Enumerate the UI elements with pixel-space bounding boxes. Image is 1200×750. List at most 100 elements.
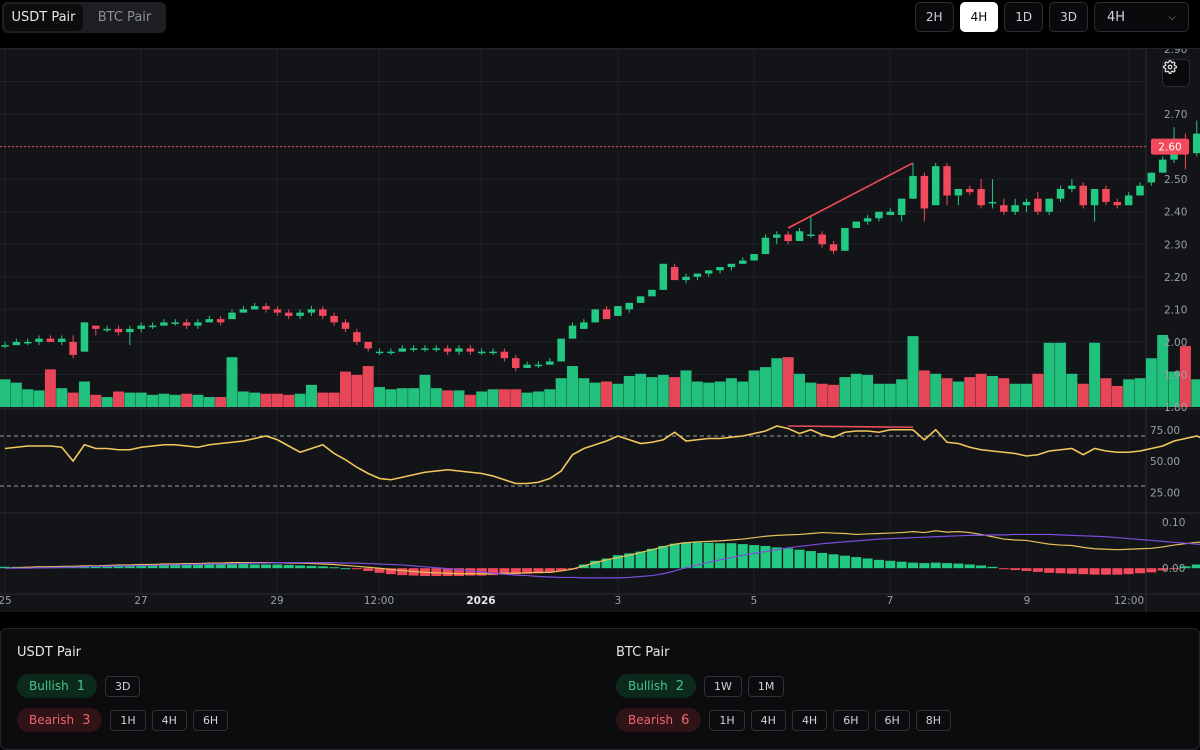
tab-btc-pair[interactable]: BTC Pair xyxy=(97,10,152,25)
macd-histogram-bar xyxy=(181,564,192,569)
macd-histogram-bar xyxy=(499,568,510,575)
macd-histogram-bar xyxy=(124,564,135,569)
candle-body xyxy=(931,166,940,206)
price-tick-label: 2.20 xyxy=(1164,272,1187,284)
macd-histogram-bar xyxy=(158,564,169,569)
volume-bar xyxy=(226,357,238,407)
usdt-bearish-timeframe-chip[interactable]: 1H xyxy=(110,709,146,731)
volume-bar xyxy=(771,358,783,407)
btc-bearish-timeframe-chip[interactable]: 1H xyxy=(709,709,745,731)
candle-body xyxy=(727,263,736,268)
volume-bar xyxy=(1191,379,1200,407)
volume-bar xyxy=(657,374,669,407)
candle-body xyxy=(171,322,179,324)
chart-panel[interactable]: 2.902.802.702.502.402.302.202.102.001.90… xyxy=(0,48,1200,613)
candle-body xyxy=(1158,159,1167,173)
volume-bar xyxy=(351,374,363,407)
macd-histogram-bar xyxy=(964,564,975,569)
volume-bar xyxy=(873,383,885,407)
candle-body xyxy=(477,351,486,354)
volume-bar xyxy=(1179,346,1191,407)
time-tick-label: 25 xyxy=(0,595,12,607)
price-tick-label: 2.00 xyxy=(1164,337,1187,349)
usdt-bearish-badge[interactable]: Bearish 3 xyxy=(17,708,103,732)
volume-bar xyxy=(203,397,215,407)
candle-body xyxy=(341,322,350,329)
volume-bar xyxy=(532,391,544,407)
btc-bearish-timeframe-chip[interactable]: 4H xyxy=(791,709,828,731)
volume-bar xyxy=(169,394,181,407)
btc-bearish-timeframe-chip[interactable]: 4H xyxy=(750,709,786,731)
btc-bearish-badge[interactable]: Bearish 6 xyxy=(616,708,702,732)
volume-bar xyxy=(952,381,964,407)
volume-bar xyxy=(498,389,510,407)
usdt-bullish-badge[interactable]: Bullish 1 xyxy=(17,674,97,698)
macd-histogram-bar xyxy=(1010,568,1021,571)
usdt-bullish-timeframe-chip[interactable]: 3D xyxy=(104,675,141,697)
btc-bullish-timeframe-chip[interactable]: 1W xyxy=(703,675,742,697)
tab-usdt-pair[interactable]: USDT Pair xyxy=(4,4,83,31)
time-tick-label: 9 xyxy=(1024,595,1031,607)
candle-body xyxy=(977,188,985,206)
bearish-count: 6 xyxy=(681,712,690,728)
time-tick-label: 12:00 xyxy=(1114,595,1144,607)
macd-histogram-bar xyxy=(658,545,669,569)
price-tick-label: 1.90 xyxy=(1164,369,1187,381)
volume-bar xyxy=(725,378,737,407)
candle-body xyxy=(443,348,452,352)
volume-bar xyxy=(487,389,499,407)
volume-bar xyxy=(340,371,351,407)
macd-histogram-bar xyxy=(669,543,680,569)
macd-histogram-bar xyxy=(1157,568,1168,571)
chart-settings-button[interactable] xyxy=(1162,59,1190,87)
pair-tabs: USDT Pair BTC Pair xyxy=(2,2,166,33)
candle-body xyxy=(409,348,418,350)
macd-histogram-bar xyxy=(805,551,816,569)
macd-histogram-bar xyxy=(215,564,226,569)
macd-histogram-bar xyxy=(1044,568,1055,573)
usdt-bearish-timeframe-chip[interactable]: 6H xyxy=(192,709,229,731)
macd-histogram-bar xyxy=(488,568,499,576)
btc-bearish-timeframe-chip[interactable]: 6H xyxy=(833,709,869,731)
macd-tick-label: 0.10 xyxy=(1162,517,1185,529)
usdt-bearish-timeframe-chip[interactable]: 4H xyxy=(151,709,187,731)
btc-bearish-timeframe-chip[interactable]: 8H xyxy=(915,709,952,731)
last-price-badge xyxy=(1151,138,1189,155)
btc-bearish-timeframe-chip[interactable]: 6H xyxy=(874,709,910,731)
price-tick-label: 2.90 xyxy=(1164,49,1187,56)
timeframe-button-1d[interactable]: 1D xyxy=(1004,2,1044,32)
volume-bar xyxy=(601,381,613,407)
candle-body xyxy=(1011,205,1019,212)
macd-histogram-bar xyxy=(601,558,612,569)
candle-body xyxy=(988,201,997,204)
volume-bar xyxy=(56,388,68,407)
macd-histogram-bar xyxy=(885,560,896,569)
candle-body xyxy=(682,276,690,281)
volume-bar xyxy=(612,383,624,407)
candle-body xyxy=(512,358,520,368)
macd-histogram-bar xyxy=(363,568,374,571)
btc-bullish-timeframe-chip[interactable]: 1M xyxy=(747,675,785,697)
candle-body xyxy=(58,338,66,342)
macd-histogram-bar xyxy=(329,567,340,569)
candle-body xyxy=(228,312,236,320)
timeframe-button-3d[interactable]: 3D xyxy=(1049,2,1088,32)
timeframe-dropdown[interactable]: 4H ⌵ xyxy=(1094,2,1189,32)
volume-bar xyxy=(113,391,124,407)
candle-body xyxy=(1124,195,1133,206)
macd-histogram-bar xyxy=(817,552,828,569)
candle-body xyxy=(239,309,248,313)
candle-body xyxy=(364,341,372,349)
usdt-pair-title: USDT Pair xyxy=(17,645,82,660)
macd-histogram-bar xyxy=(1123,568,1134,575)
volume-bar xyxy=(0,379,11,407)
macd-histogram-bar xyxy=(646,548,657,569)
time-tick-label: 7 xyxy=(887,595,894,607)
volume-bar xyxy=(305,384,317,407)
timeframe-button-2h[interactable]: 2H xyxy=(914,2,954,32)
candle-body xyxy=(636,296,645,303)
btc-bullish-badge[interactable]: Bullish 2 xyxy=(616,674,696,698)
volume-bar xyxy=(374,387,386,407)
price-chart[interactable]: 2.902.802.702.502.402.302.202.102.001.90… xyxy=(0,49,1200,613)
timeframe-button-4h[interactable]: 4H xyxy=(959,2,999,32)
